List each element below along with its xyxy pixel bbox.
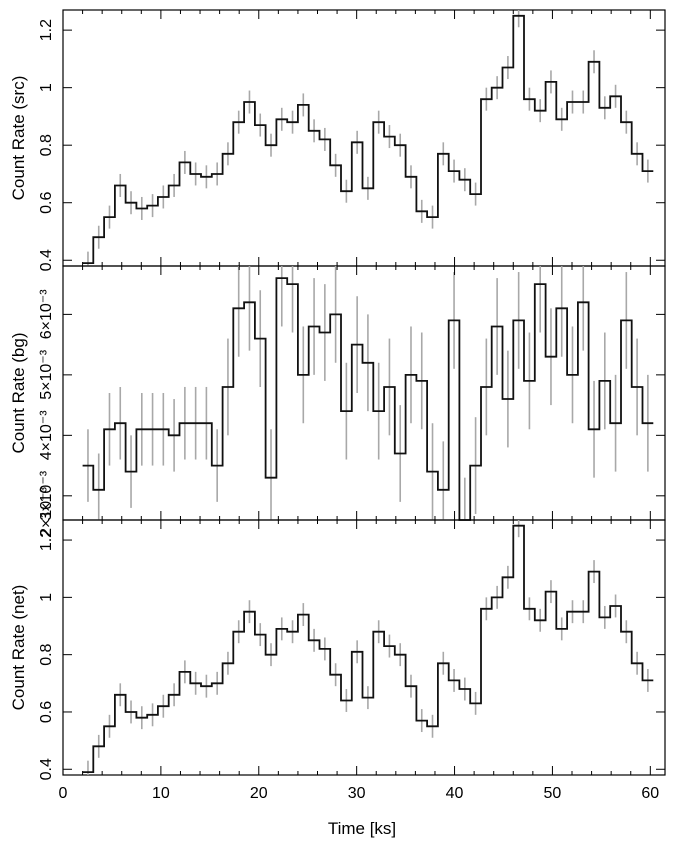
step-line <box>82 277 654 521</box>
panel-3: 0.4 0.6 0.8 1 1.2 Count Rate (net) <box>9 519 666 780</box>
x-tick-label: 60 <box>641 785 659 802</box>
panel-1: 0.4 0.6 0.8 1 1.2 Count Rate (src) <box>9 9 666 271</box>
y-tick-label: 0.8 <box>38 643 55 665</box>
x-tick-label: 50 <box>544 785 562 802</box>
x-tick-label: 20 <box>250 785 268 802</box>
x-tick-label: 40 <box>446 785 464 802</box>
y-axis-label: Count Rate (src) <box>9 76 28 201</box>
panels-group: 0.4 0.6 0.8 1 1.2 Count Rate (src) 3×10⁻³ 4×10⁻… <box>9 9 666 780</box>
x-tick-label: 30 <box>348 785 366 802</box>
y-tick-label: 0.4 <box>38 758 55 780</box>
y-tick-label: 6×10⁻³ <box>38 289 55 339</box>
y-tick-label: 0.6 <box>38 701 55 723</box>
y-tick-label: 2×10⁻³ <box>38 486 55 536</box>
y-tick-label: 1.2 <box>38 19 55 41</box>
panel-2: 3×10⁻³ 4×10⁻³ 5×10⁻³ 6×10⁻³ 2×10⁻³ Count Rate… <box>9 265 666 537</box>
y-tick-label: 0.6 <box>38 192 55 214</box>
y-tick-label: 1 <box>38 83 55 92</box>
y-tick-label: 0.8 <box>38 134 55 156</box>
step-line <box>82 524 654 773</box>
y-tick-label: 1 <box>38 593 55 602</box>
y-axis-label: Count Rate (net) <box>9 585 28 711</box>
y-tick-label: 5×10⁻³ <box>38 349 55 399</box>
x-tick-label: 0 <box>59 785 68 802</box>
y-tick-label: 3×10⁻³ <box>38 470 55 520</box>
x-axis: 0 10 20 30 40 50 60 <box>59 785 660 802</box>
y-axis-label: Count Rate (bg) <box>9 333 28 454</box>
y-tick-label: 0.4 <box>38 249 55 271</box>
y-tick-label: 4×10⁻³ <box>38 410 55 460</box>
x-axis-label: Time [ks] <box>328 819 396 838</box>
panel-frame <box>62 9 666 267</box>
step-line <box>82 14 654 264</box>
y-tick-label: 1.2 <box>38 529 55 551</box>
panel-frame <box>62 519 666 776</box>
x-tick-label: 10 <box>152 785 170 802</box>
